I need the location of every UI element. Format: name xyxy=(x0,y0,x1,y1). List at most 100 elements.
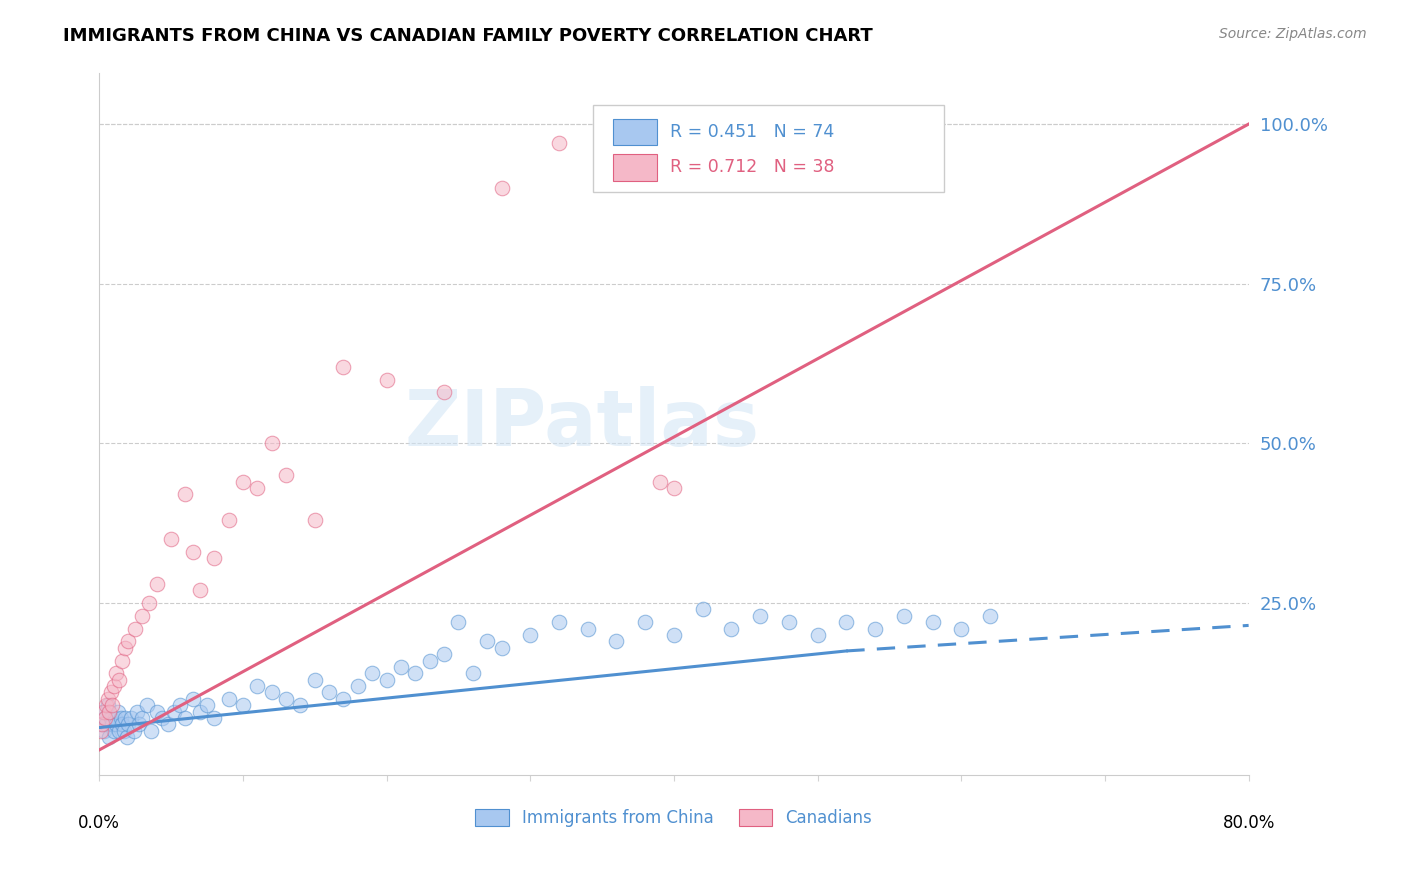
Point xyxy=(202,551,225,566)
Point xyxy=(103,723,125,738)
Point xyxy=(232,475,254,489)
Point xyxy=(375,673,398,687)
Point xyxy=(104,711,127,725)
Point xyxy=(921,615,943,630)
Point xyxy=(94,711,117,725)
Point xyxy=(433,385,456,400)
Point xyxy=(97,698,120,713)
Point xyxy=(375,372,398,386)
Point xyxy=(260,436,283,450)
Point xyxy=(93,705,115,719)
Point xyxy=(94,711,117,725)
Point xyxy=(98,705,121,719)
Point xyxy=(111,717,134,731)
Point xyxy=(122,723,145,738)
Legend: Immigrants from China, Canadians: Immigrants from China, Canadians xyxy=(468,803,879,834)
Point xyxy=(131,711,153,725)
Point xyxy=(108,723,131,738)
Point xyxy=(389,660,412,674)
Point xyxy=(605,149,627,163)
Text: ZIPatlas: ZIPatlas xyxy=(405,386,759,462)
Point xyxy=(605,634,627,648)
Point xyxy=(662,481,685,495)
Point xyxy=(274,691,297,706)
Point xyxy=(101,717,124,731)
Point xyxy=(447,615,470,630)
Point xyxy=(195,698,218,713)
Point xyxy=(152,711,174,725)
Point xyxy=(181,691,204,706)
Point xyxy=(114,640,136,655)
Text: Source: ZipAtlas.com: Source: ZipAtlas.com xyxy=(1219,27,1367,41)
Point xyxy=(135,698,157,713)
Point xyxy=(361,666,384,681)
Point xyxy=(433,647,456,661)
Point xyxy=(188,705,211,719)
Point xyxy=(120,711,142,725)
Point xyxy=(90,723,112,738)
Point xyxy=(111,654,134,668)
Point xyxy=(181,545,204,559)
Point xyxy=(807,628,830,642)
Point xyxy=(318,685,340,699)
Point xyxy=(145,577,167,591)
Point xyxy=(110,711,132,725)
Point xyxy=(893,608,915,623)
Point xyxy=(169,698,191,713)
Point xyxy=(576,622,599,636)
Point xyxy=(105,666,128,681)
Point xyxy=(950,622,973,636)
Point xyxy=(91,705,114,719)
Point xyxy=(290,698,312,713)
Point xyxy=(100,685,122,699)
Point xyxy=(107,705,129,719)
Point xyxy=(332,359,354,374)
Point xyxy=(105,717,128,731)
Point xyxy=(662,628,685,642)
Point xyxy=(115,730,138,744)
Point xyxy=(863,622,886,636)
Point xyxy=(100,711,122,725)
Point xyxy=(101,698,124,713)
Text: 0.0%: 0.0% xyxy=(79,814,120,832)
Point xyxy=(648,475,671,489)
Point xyxy=(174,487,197,501)
Point xyxy=(202,711,225,725)
Point xyxy=(404,666,426,681)
Point xyxy=(125,705,148,719)
Point xyxy=(96,698,118,713)
Point xyxy=(131,608,153,623)
Point xyxy=(274,468,297,483)
Point xyxy=(218,513,240,527)
Text: R = 0.712   N = 38: R = 0.712 N = 38 xyxy=(671,159,835,177)
Point xyxy=(108,673,131,687)
Point xyxy=(139,723,162,738)
Point xyxy=(188,583,211,598)
Point xyxy=(90,717,112,731)
Point xyxy=(634,615,657,630)
Point xyxy=(979,608,1001,623)
Point xyxy=(91,717,114,731)
Point xyxy=(97,691,120,706)
Point xyxy=(491,640,513,655)
Point xyxy=(103,679,125,693)
Point xyxy=(548,615,571,630)
Point xyxy=(157,717,180,731)
Point xyxy=(98,730,121,744)
Point xyxy=(160,532,183,546)
Text: 80.0%: 80.0% xyxy=(1222,814,1275,832)
Point xyxy=(145,705,167,719)
Point xyxy=(232,698,254,713)
Point xyxy=(174,711,197,725)
Point xyxy=(491,181,513,195)
Point xyxy=(692,602,714,616)
Point xyxy=(138,596,160,610)
Point xyxy=(96,717,118,731)
Point xyxy=(304,513,326,527)
Point xyxy=(475,634,498,648)
Point xyxy=(117,634,139,648)
Point xyxy=(117,717,139,731)
Point xyxy=(114,711,136,725)
Point xyxy=(720,622,742,636)
FancyBboxPatch shape xyxy=(593,104,943,193)
